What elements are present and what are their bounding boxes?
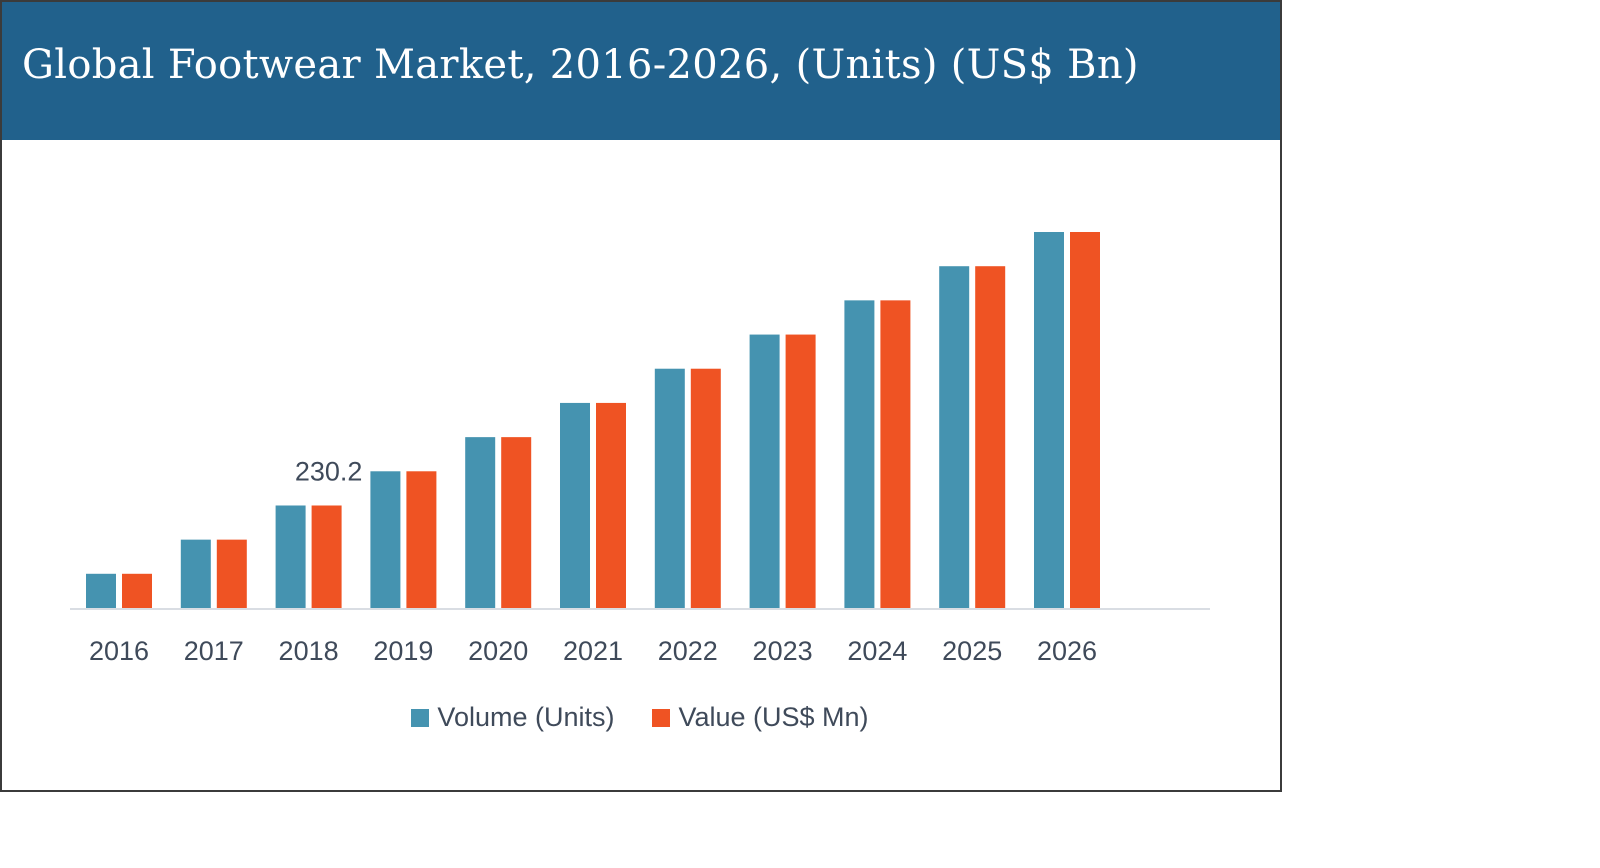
x-tick-label-2016: 2016 bbox=[89, 636, 149, 666]
bar-volume-2020 bbox=[465, 437, 496, 608]
x-tick-label-2023: 2023 bbox=[753, 636, 813, 666]
x-tick-label-2019: 2019 bbox=[373, 636, 433, 666]
bar-value-2022 bbox=[690, 368, 721, 608]
legend: Volume (Units) Value (US$ Mn) bbox=[0, 702, 1280, 733]
chart-plot: 2016 2017 2018 2019 2020 2021 2022 2023 2024 2025… bbox=[70, 232, 1210, 666]
bar-volume-2024 bbox=[844, 300, 875, 608]
legend-swatch-value bbox=[652, 708, 671, 727]
bar-value-2023 bbox=[785, 334, 816, 608]
bar-volume-2017 bbox=[180, 539, 211, 608]
bar-value-2025 bbox=[975, 266, 1006, 608]
bar-value-2020 bbox=[501, 437, 532, 608]
x-tick-label-2025: 2025 bbox=[942, 636, 1002, 666]
x-tick-label-2017: 2017 bbox=[184, 636, 244, 666]
chart-title: Global Footwear Market, 2016-2026, (Unit… bbox=[22, 42, 1139, 88]
legend-item-volume: Volume (Units) bbox=[411, 702, 614, 733]
legend-label-value: Value (US$ Mn) bbox=[678, 702, 869, 732]
bar-volume-2021 bbox=[560, 402, 590, 608]
bar-value-2016 bbox=[122, 573, 152, 608]
legend-label-volume: Volume (Units) bbox=[437, 702, 615, 732]
x-tick-label-2022: 2022 bbox=[658, 636, 718, 666]
bar-volume-2016 bbox=[86, 573, 116, 608]
x-tick-label-2020: 2020 bbox=[468, 636, 528, 666]
x-tick-label-2024: 2024 bbox=[847, 636, 907, 666]
bar-value-2026 bbox=[1070, 232, 1100, 608]
bar-volume-2025 bbox=[939, 266, 970, 608]
bar-value-2018 bbox=[311, 505, 342, 608]
bar-volume-2019 bbox=[370, 471, 401, 608]
bar-value-2021 bbox=[596, 402, 626, 608]
legend-swatch-volume bbox=[411, 708, 430, 727]
bar-volume-2022 bbox=[654, 368, 685, 608]
bar-volume-2018 bbox=[275, 505, 306, 608]
x-tick-label-2026: 2026 bbox=[1037, 636, 1097, 666]
legend-item-value: Value (US$ Mn) bbox=[652, 702, 869, 733]
bar-value-2017 bbox=[216, 539, 247, 608]
chart-frame: Global Footwear Market, 2016-2026, (Unit… bbox=[0, 0, 1282, 792]
x-tick-label-2021: 2021 bbox=[563, 636, 623, 666]
data-label-2019: 230.2 bbox=[295, 456, 363, 486]
bar-value-2024 bbox=[880, 300, 911, 608]
bar-value-2019 bbox=[406, 471, 437, 608]
bar-volume-2026 bbox=[1034, 232, 1064, 608]
bar-volume-2023 bbox=[749, 334, 780, 608]
title-bar: Global Footwear Market, 2016-2026, (Unit… bbox=[2, 2, 1280, 140]
x-tick-label-2018: 2018 bbox=[279, 636, 339, 666]
